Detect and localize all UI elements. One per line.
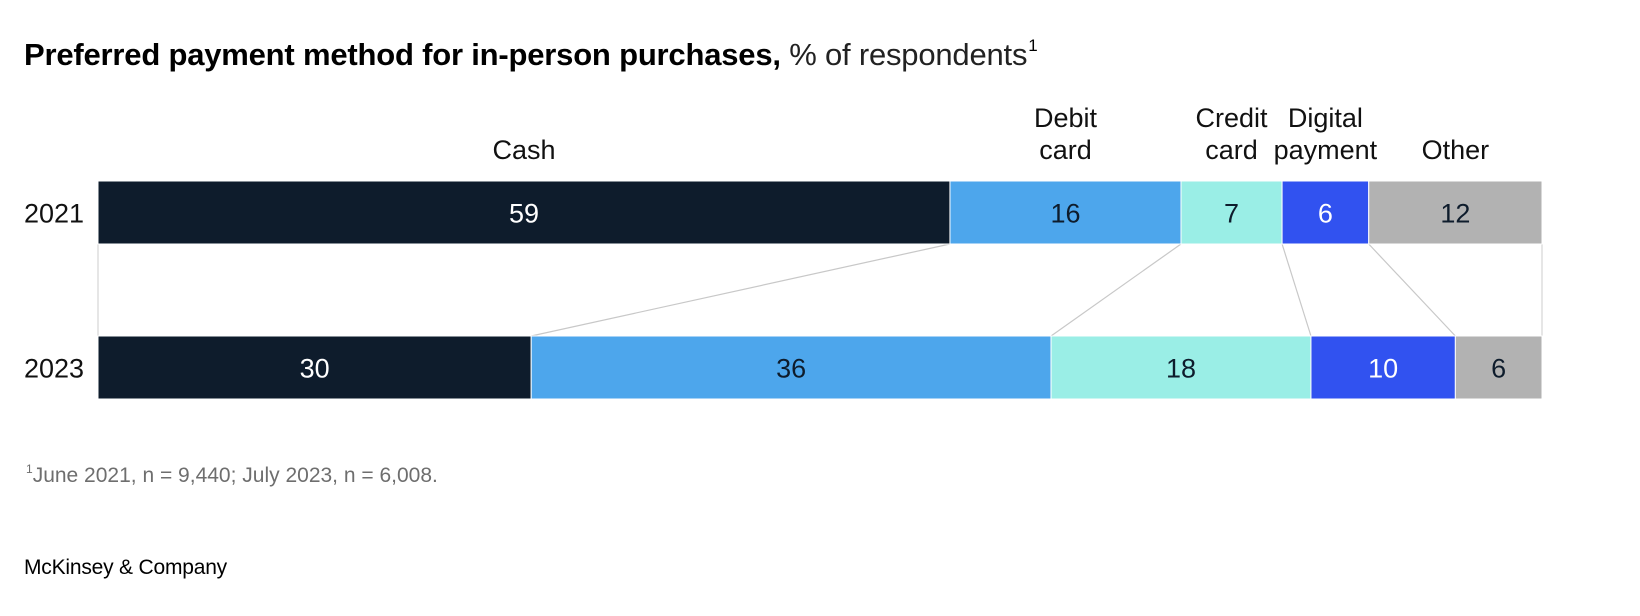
series-label-debit-card-line-2: card: [1039, 135, 1092, 165]
chart-title: Preferred payment method for in-person p…: [24, 26, 1038, 75]
row-label-2023: 2023: [24, 354, 84, 384]
footnote: 1June 2021, n = 9,440; July 2023, n = 6,…: [26, 462, 438, 488]
value-label-debit-card-2021: 16: [1050, 199, 1080, 229]
series-label-credit-card-line-1: Credit: [1196, 103, 1269, 133]
series-label-other-line-1: Other: [1422, 135, 1490, 165]
value-label-digital-payment-2023: 10: [1368, 354, 1398, 384]
connector-line-2: [1050, 243, 1182, 337]
connector-line-3: [1281, 243, 1312, 337]
bar-cash-2023: [97, 335, 532, 400]
footnote-text: June 2021, n = 9,440; July 2023, n = 6,0…: [32, 464, 438, 487]
chart-subtitle: % of respondents: [789, 37, 1028, 72]
value-label-cash-2023: 30: [300, 354, 330, 384]
connector-line-4: [1368, 243, 1456, 337]
value-label-cash-2021: 59: [509, 199, 539, 229]
value-label-credit-card-2021: 7: [1224, 199, 1239, 229]
bar-credit-card-2021: [1180, 180, 1283, 245]
series-label-credit-card-line-2: card: [1205, 135, 1258, 165]
series-label-digital-payment-line-1: Digital: [1288, 103, 1363, 133]
series-label-debit-card-line-1: Debit: [1034, 103, 1098, 133]
bar-debit-card-2021: [949, 180, 1182, 245]
row-label-2021: 2021: [24, 199, 84, 229]
chart-title-main: Preferred payment method for in-person p…: [24, 37, 781, 72]
title-footnote-marker: 1: [1028, 36, 1038, 55]
value-label-credit-card-2023: 18: [1166, 354, 1196, 384]
bar-credit-card-2023: [1050, 335, 1312, 400]
series-label-digital-payment-line-2: payment: [1274, 135, 1378, 165]
footnote-marker: 1: [26, 462, 33, 476]
bar-digital-payment-2023: [1310, 335, 1456, 400]
source-credit: McKinsey & Company: [24, 556, 227, 579]
bar-digital-payment-2021: [1281, 180, 1370, 245]
value-label-digital-payment-2021: 6: [1318, 199, 1333, 229]
series-label-cash-line-1: Cash: [492, 135, 555, 165]
value-label-other-2023: 6: [1491, 354, 1506, 384]
value-label-other-2021: 12: [1440, 199, 1470, 229]
bar-cash-2021: [97, 180, 951, 245]
bar-other-2023: [1454, 335, 1543, 400]
value-label-debit-card-2023: 36: [776, 354, 806, 384]
bar-other-2021: [1368, 180, 1543, 245]
connector-line-1: [531, 243, 951, 337]
